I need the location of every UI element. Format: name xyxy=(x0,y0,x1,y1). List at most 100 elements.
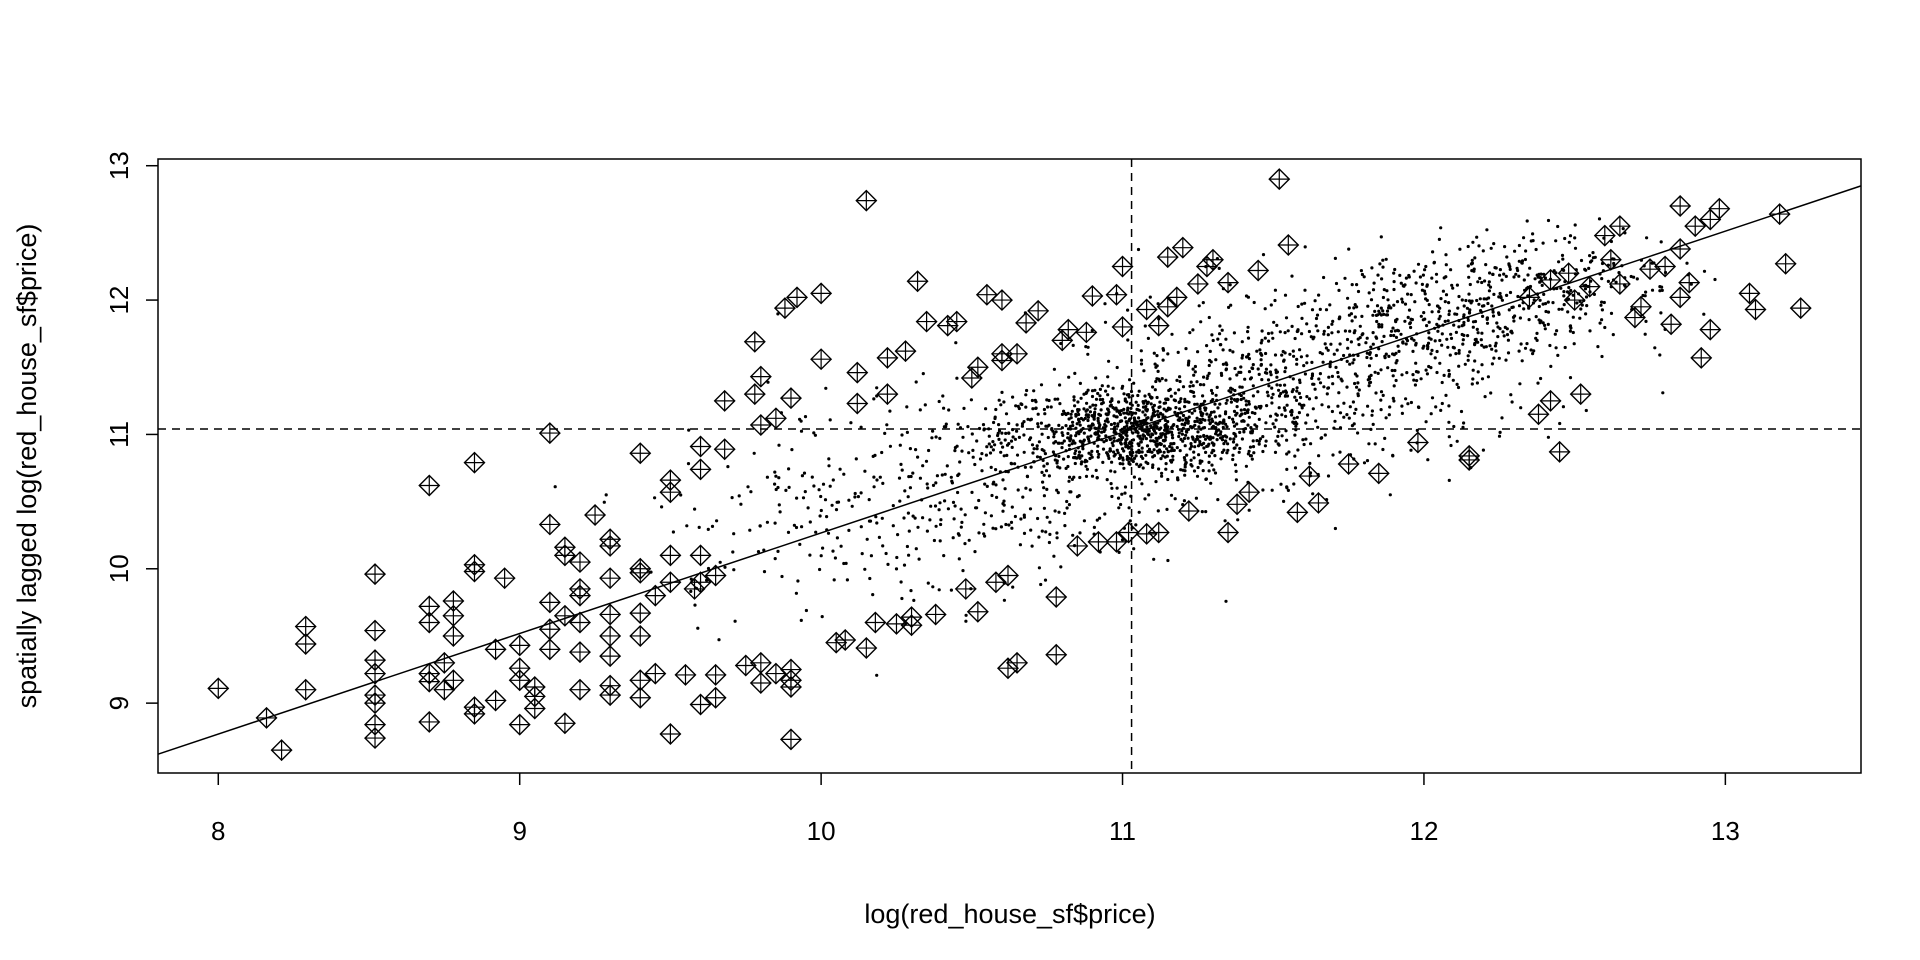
data-point xyxy=(1234,413,1238,417)
data-point xyxy=(1269,373,1273,377)
data-point xyxy=(1139,349,1143,353)
data-point xyxy=(1149,402,1153,406)
data-point xyxy=(1462,313,1466,317)
data-point xyxy=(1462,333,1466,337)
data-point xyxy=(971,455,975,459)
data-point xyxy=(1331,453,1335,457)
data-point xyxy=(1137,416,1141,420)
data-point xyxy=(777,443,781,447)
data-point xyxy=(938,501,942,505)
data-point xyxy=(1128,378,1132,382)
data-point xyxy=(1290,324,1294,328)
data-point xyxy=(1455,382,1459,386)
influential-point xyxy=(442,590,465,613)
data-point xyxy=(795,496,799,500)
data-point xyxy=(1422,344,1426,348)
data-point xyxy=(1423,292,1427,296)
data-point xyxy=(762,570,767,574)
data-point xyxy=(1137,510,1141,514)
data-point xyxy=(1304,421,1308,425)
data-point xyxy=(1239,408,1243,412)
data-point xyxy=(1172,423,1176,427)
data-point xyxy=(1414,281,1418,285)
influential-point xyxy=(779,658,802,681)
influential-point xyxy=(1006,651,1029,674)
data-point xyxy=(1009,461,1013,465)
data-point xyxy=(1379,390,1384,394)
data-point xyxy=(1122,411,1126,415)
data-point xyxy=(971,448,975,452)
data-point xyxy=(1288,352,1292,356)
influential-point xyxy=(1217,521,1240,544)
data-point xyxy=(1385,289,1389,293)
influential-point xyxy=(810,282,833,305)
data-point xyxy=(808,520,812,524)
data-point xyxy=(717,638,721,642)
data-point xyxy=(1327,375,1331,379)
data-point xyxy=(1227,389,1231,393)
data-point xyxy=(962,406,966,410)
data-point xyxy=(1193,409,1197,413)
data-point xyxy=(1029,417,1033,421)
data-point xyxy=(1524,249,1528,253)
data-point xyxy=(1351,400,1355,404)
data-point xyxy=(1312,382,1316,386)
data-point xyxy=(1132,456,1137,460)
data-point xyxy=(1139,422,1143,426)
data-point xyxy=(1133,418,1137,422)
influential-point xyxy=(689,435,712,458)
data-point xyxy=(1559,286,1563,290)
data-point xyxy=(1337,391,1341,395)
data-point xyxy=(1480,377,1485,381)
data-point xyxy=(1345,337,1350,342)
influential-point xyxy=(1298,465,1321,488)
data-point xyxy=(1456,385,1461,390)
data-point xyxy=(1247,449,1251,453)
data-point xyxy=(1381,393,1385,397)
data-point xyxy=(1295,362,1299,366)
influential-point xyxy=(364,619,387,642)
data-point xyxy=(1017,435,1022,439)
data-point xyxy=(938,436,942,440)
data-point xyxy=(1164,462,1168,466)
data-point xyxy=(1387,413,1391,417)
data-point xyxy=(1195,416,1199,420)
data-point xyxy=(1085,401,1089,405)
influential-point xyxy=(966,356,989,379)
data-point xyxy=(1176,476,1180,480)
data-point xyxy=(1425,372,1429,376)
data-point xyxy=(1504,358,1508,362)
data-point xyxy=(1147,433,1151,437)
data-point xyxy=(1277,394,1282,398)
data-point xyxy=(1073,451,1077,456)
x-tick-label: 13 xyxy=(1711,816,1740,846)
data-point xyxy=(1661,391,1665,395)
data-point xyxy=(1406,402,1410,406)
data-point xyxy=(1178,379,1182,384)
data-point xyxy=(973,462,977,467)
data-point xyxy=(960,449,964,453)
data-point xyxy=(1057,441,1061,445)
data-point xyxy=(1119,502,1123,507)
data-point xyxy=(1115,448,1119,452)
data-point xyxy=(1082,392,1086,396)
data-point xyxy=(913,516,917,520)
data-point xyxy=(1144,453,1148,457)
data-point xyxy=(1040,432,1044,436)
data-point xyxy=(1141,410,1145,414)
data-point xyxy=(1268,370,1272,374)
data-point xyxy=(1095,476,1099,480)
influential-point xyxy=(1593,224,1616,247)
data-point xyxy=(1343,329,1347,333)
data-point xyxy=(1117,550,1121,555)
data-point xyxy=(1098,398,1102,402)
data-point xyxy=(1261,435,1265,439)
influential-point xyxy=(463,451,486,474)
data-point xyxy=(1101,447,1106,451)
data-point xyxy=(1042,494,1046,498)
data-point xyxy=(1457,294,1461,299)
data-point xyxy=(1461,425,1465,429)
data-point xyxy=(828,418,832,422)
data-point xyxy=(875,673,879,677)
data-point xyxy=(1457,351,1461,355)
